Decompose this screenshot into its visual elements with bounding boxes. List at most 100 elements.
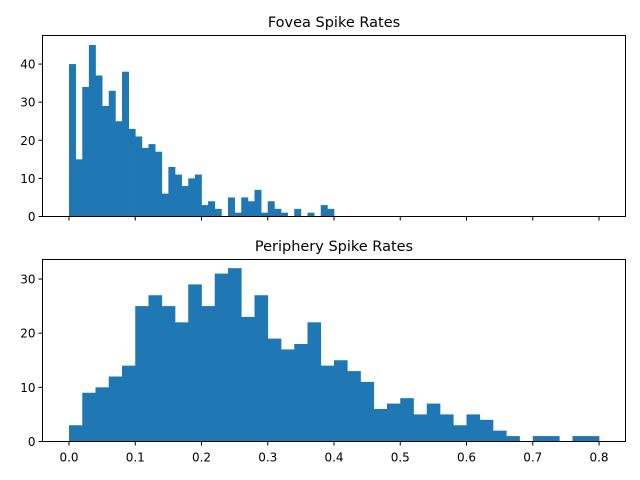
fovea-bar <box>208 201 216 217</box>
periphery-bars <box>69 268 600 442</box>
fovea-bar <box>141 147 149 217</box>
periphery-bar <box>267 338 282 442</box>
periphery-bar <box>373 409 388 442</box>
periphery-x-tick-label: 0.0 <box>59 451 78 465</box>
fovea-bar <box>188 178 196 217</box>
periphery-bar <box>201 306 216 442</box>
fovea-bar <box>155 151 163 217</box>
periphery-bar <box>161 306 176 442</box>
periphery-bar <box>334 360 348 442</box>
periphery-bar <box>320 365 335 442</box>
fovea-bar <box>274 208 282 217</box>
fovea-bar <box>161 193 169 217</box>
periphery-bar <box>175 322 189 442</box>
periphery-bar <box>453 425 467 442</box>
periphery-x-tick-label: 0.1 <box>126 451 145 465</box>
fovea-bar <box>108 90 116 217</box>
fovea-bar <box>88 45 96 217</box>
periphery-bar <box>466 414 481 442</box>
fovea-y-tick-label: 0 <box>28 210 36 224</box>
fovea-bar <box>228 197 235 217</box>
periphery-bar <box>506 436 520 442</box>
fovea-bar <box>148 144 156 217</box>
fovea-bar <box>122 71 129 217</box>
periphery-bar <box>294 344 308 442</box>
periphery-bar <box>95 387 110 442</box>
fovea-bar <box>135 136 143 217</box>
fovea-bar <box>320 205 328 217</box>
periphery-bar <box>360 381 375 442</box>
fovea-histogram-panel: Fovea Spike Rates 0 10 20 30 40 <box>20 15 626 224</box>
periphery-bar <box>148 295 163 442</box>
periphery-y-tick-label: 30 <box>20 273 35 287</box>
fovea-y-tick-label: 40 <box>20 58 35 72</box>
periphery-bar <box>82 392 96 442</box>
fovea-x-axis-ticks <box>68 216 600 221</box>
periphery-bar <box>546 436 560 442</box>
periphery-bar <box>572 436 587 442</box>
periphery-bar <box>387 403 401 442</box>
periphery-x-tick-label: 0.8 <box>589 451 608 465</box>
periphery-bar <box>122 365 136 442</box>
periphery-x-tick-label: 0.6 <box>457 451 476 465</box>
fovea-bar <box>115 121 123 217</box>
periphery-bar <box>426 403 441 442</box>
periphery-bar <box>254 295 269 442</box>
periphery-y-tick-label: 10 <box>20 381 35 395</box>
periphery-bar <box>228 268 242 442</box>
fovea-y-axis-ticks: 0 10 20 30 40 <box>20 58 43 224</box>
periphery-bar <box>400 398 414 442</box>
periphery-y-tick-label: 20 <box>20 327 35 341</box>
periphery-bar <box>585 436 600 442</box>
fovea-axes-frame <box>42 35 626 217</box>
periphery-bar <box>69 425 83 442</box>
periphery-bar <box>532 436 547 442</box>
periphery-bar <box>479 419 494 442</box>
fovea-bar <box>241 197 249 217</box>
fovea-bar <box>95 75 103 217</box>
fovea-bar <box>102 105 110 217</box>
periphery-x-tick-label: 0.3 <box>258 451 277 465</box>
fovea-y-tick-label: 30 <box>20 96 35 110</box>
periphery-x-tick-label: 0.7 <box>523 451 542 465</box>
periphery-x-tick-label: 0.2 <box>192 451 211 465</box>
fovea-bar <box>267 201 275 217</box>
fovea-bar <box>281 212 288 217</box>
fovea-bar <box>128 128 136 217</box>
fovea-bar <box>201 205 209 217</box>
periphery-bar <box>413 414 428 442</box>
fovea-bar <box>261 212 269 217</box>
periphery-bar <box>241 316 255 442</box>
fovea-bar <box>234 212 242 217</box>
periphery-axes-frame <box>42 259 626 442</box>
periphery-x-tick-label: 0.5 <box>391 451 410 465</box>
fovea-bar <box>327 208 335 217</box>
fovea-bar <box>294 208 302 217</box>
periphery-x-tick-label: 0.4 <box>324 451 343 465</box>
periphery-bar <box>281 349 295 442</box>
fovea-chart-title: Fovea Spike Rates <box>268 15 400 31</box>
periphery-chart-title: Periphery Spike Rates <box>255 239 413 255</box>
periphery-y-tick-label: 0 <box>28 435 36 449</box>
periphery-bar <box>135 306 149 442</box>
periphery-bar <box>214 273 229 442</box>
periphery-bar <box>108 376 123 442</box>
fovea-bar <box>75 159 83 217</box>
fovea-bar <box>307 212 315 217</box>
periphery-y-axis-ticks: 0 10 20 30 <box>20 273 43 449</box>
fovea-bar <box>181 186 189 217</box>
fovea-bar <box>69 64 76 217</box>
fovea-bar <box>168 166 176 217</box>
fovea-y-tick-label: 20 <box>20 134 35 148</box>
fovea-bar <box>254 189 262 217</box>
fovea-bar <box>194 174 202 217</box>
fovea-bar <box>175 174 182 217</box>
periphery-bar <box>347 371 361 442</box>
periphery-bar <box>188 284 202 442</box>
fovea-bars <box>69 45 335 217</box>
periphery-x-axis-ticks: 0.0 0.1 0.2 0.3 0.4 0.5 0.6 0.7 0.8 <box>59 441 609 465</box>
fovea-bar <box>82 86 90 217</box>
fovea-bar <box>247 201 255 217</box>
fovea-bar <box>214 208 222 217</box>
